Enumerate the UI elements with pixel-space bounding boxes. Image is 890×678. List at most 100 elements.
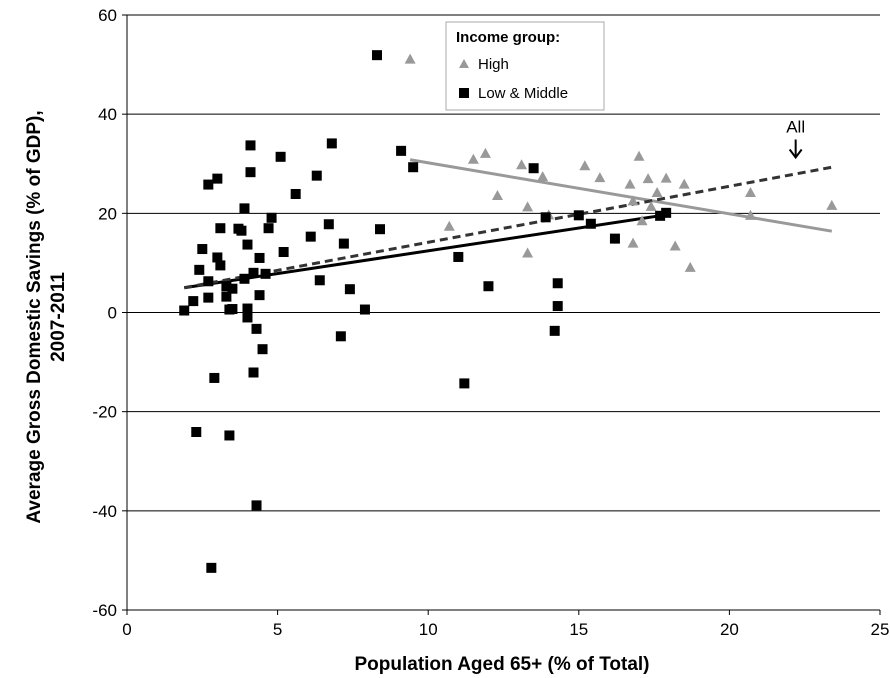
- point-low-middle: [215, 223, 226, 234]
- point-high: [684, 261, 696, 272]
- point-high: [627, 237, 639, 248]
- point-low-middle: [239, 203, 250, 214]
- point-high: [669, 240, 681, 251]
- point-low-middle: [257, 344, 268, 355]
- point-low-middle: [203, 276, 214, 287]
- point-low-middle: [221, 291, 232, 302]
- tick-labels: 60 40 20 0 -20 -40 -60 0 5 10 15 20 25: [92, 6, 889, 639]
- point-high: [826, 199, 838, 210]
- point-high: [642, 173, 654, 184]
- point-low-middle: [203, 179, 214, 190]
- y-tick-label: -40: [92, 502, 117, 521]
- point-high: [633, 150, 645, 161]
- point-low-middle: [344, 284, 355, 295]
- point-low-middle: [197, 244, 208, 255]
- x-tick-label: 5: [273, 620, 282, 639]
- point-low-middle: [371, 50, 382, 61]
- fit-line-high: [409, 158, 833, 233]
- point-low-middle: [335, 331, 346, 342]
- annotation-arrow-head: [788, 148, 803, 160]
- point-low-middle: [242, 312, 253, 323]
- y-tick-label: -20: [92, 403, 117, 422]
- point-low-middle: [248, 267, 259, 278]
- point-low-middle: [552, 278, 563, 289]
- point-low-middle: [194, 264, 205, 275]
- x-tick-label: 0: [122, 620, 131, 639]
- point-low-middle: [609, 233, 620, 244]
- point-high: [744, 187, 756, 198]
- y-tick-label: -60: [92, 601, 117, 620]
- point-high: [651, 187, 663, 198]
- point-low-middle: [245, 167, 256, 178]
- x-tick-label: 10: [419, 620, 438, 639]
- point-low-middle: [263, 223, 274, 234]
- point-low-middle: [661, 207, 672, 218]
- point-low-middle: [549, 325, 560, 336]
- y-axis-title-line-2: 2007-2011: [48, 272, 69, 362]
- point-low-middle: [212, 173, 223, 184]
- point-low-middle: [191, 426, 202, 437]
- point-low-middle: [236, 225, 247, 236]
- point-low-middle: [552, 301, 563, 312]
- point-low-middle: [245, 140, 256, 151]
- point-high: [522, 247, 534, 258]
- y-tick-label: 0: [108, 304, 117, 323]
- point-low-middle: [483, 281, 494, 292]
- point-low-middle: [326, 138, 337, 149]
- point-high: [645, 200, 657, 211]
- point-low-middle: [396, 145, 407, 156]
- point-high: [404, 53, 416, 64]
- point-high: [516, 159, 528, 170]
- point-low-middle: [179, 305, 190, 316]
- legend-label-high: High: [478, 56, 509, 73]
- point-low-middle: [290, 188, 301, 199]
- point-high: [624, 178, 636, 189]
- point-low-middle: [206, 562, 217, 573]
- point-low-middle: [227, 283, 238, 294]
- point-low-middle: [254, 252, 265, 263]
- point-low-middle: [323, 219, 334, 230]
- point-low-middle: [311, 170, 322, 181]
- x-tick-label: 15: [569, 620, 588, 639]
- point-low-middle: [305, 231, 316, 242]
- x-tick-label: 25: [871, 620, 890, 639]
- annotations: All: [786, 118, 805, 160]
- point-high: [660, 172, 672, 183]
- point-low-middle: [453, 251, 464, 262]
- legend: Income group: High Low & Middle: [445, 21, 605, 111]
- point-high: [636, 215, 648, 226]
- point-high: [522, 201, 534, 212]
- point-low-middle: [251, 500, 262, 511]
- point-low-middle: [224, 430, 235, 441]
- point-high: [443, 220, 455, 231]
- point-low-middle: [188, 296, 199, 307]
- annotation-label: All: [786, 118, 805, 137]
- point-low-middle: [278, 247, 289, 258]
- point-high: [479, 147, 491, 158]
- point-low-middle: [408, 162, 419, 173]
- y-axis-title: Average Gross Domestic Savings (% of GDP…: [24, 110, 69, 523]
- point-low-middle: [573, 210, 584, 221]
- legend-marker-low-middle: [459, 88, 469, 98]
- axes: [122, 14, 881, 615]
- point-low-middle: [215, 260, 226, 271]
- point-low-middle: [203, 292, 214, 303]
- legend-marker-high: [459, 59, 469, 68]
- point-low-middle: [375, 224, 386, 235]
- point-low-middle: [209, 372, 220, 383]
- point-low-middle: [221, 281, 232, 292]
- y-tick-label: 20: [98, 204, 117, 223]
- y-tick-label: 60: [98, 6, 117, 25]
- point-low-middle: [266, 212, 277, 223]
- x-axis-title: Population Aged 65+ (% of Total): [354, 654, 649, 675]
- point-high: [627, 195, 639, 206]
- point-low-middle: [248, 367, 259, 378]
- point-low-middle: [212, 252, 223, 263]
- data-points: [179, 50, 838, 573]
- point-low-middle: [314, 275, 325, 286]
- point-high: [579, 160, 591, 171]
- point-low-middle: [585, 218, 596, 229]
- point-high: [744, 209, 756, 220]
- point-high: [467, 153, 479, 164]
